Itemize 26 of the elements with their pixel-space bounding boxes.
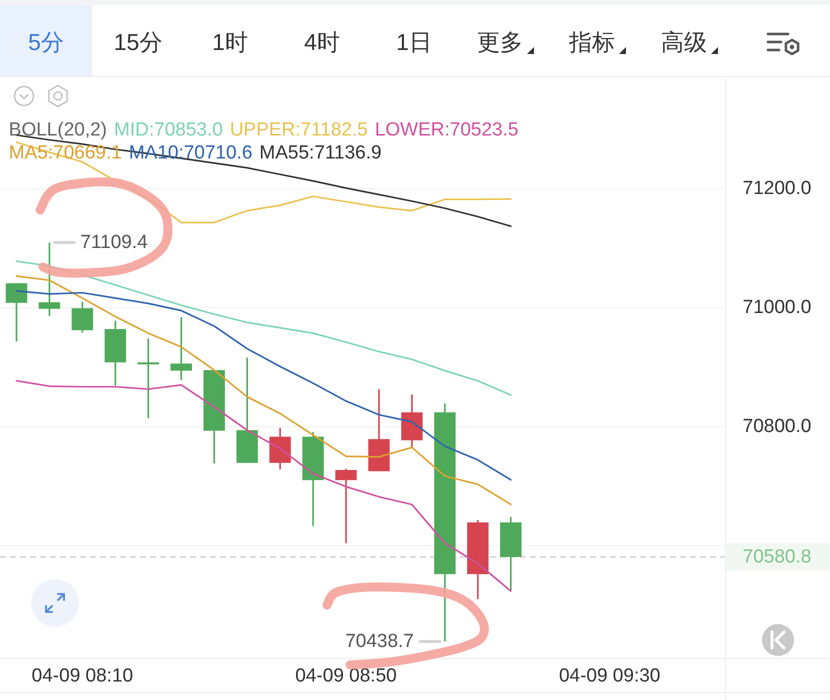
text: 4时 <box>304 29 340 55</box>
text: 15分 <box>114 29 162 55</box>
candlestick <box>72 300 94 334</box>
text: 高级 <box>661 29 707 55</box>
text: 5分 <box>28 29 64 55</box>
text: 更多 <box>477 29 523 55</box>
line-series <box>16 380 512 592</box>
x-tick-label: 04-09 08:50 <box>295 666 397 686</box>
annotation: 71109.4 <box>80 232 148 254</box>
line-series <box>16 275 512 506</box>
ref-line-label: 70580.8 <box>742 546 812 568</box>
text: 1时 <box>212 29 248 55</box>
candlestick <box>38 242 60 317</box>
candlestick <box>170 316 192 381</box>
line-series <box>16 260 512 396</box>
x-tick-label: 04-09 09:30 <box>558 666 660 686</box>
annotation: 70438.7 <box>345 631 414 652</box>
y-tick-label: 71000.0 <box>742 297 812 318</box>
candlestick <box>335 468 357 544</box>
y-tick-label: 71200.0 <box>742 178 812 200</box>
candlestick <box>6 282 28 342</box>
candlestick <box>138 338 160 420</box>
text: 指标 <box>568 29 615 55</box>
x-tick-label: 04-09 08:10 <box>32 666 134 686</box>
text: 1日 <box>396 29 432 55</box>
y-tick-label: 70800.0 <box>742 416 812 438</box>
